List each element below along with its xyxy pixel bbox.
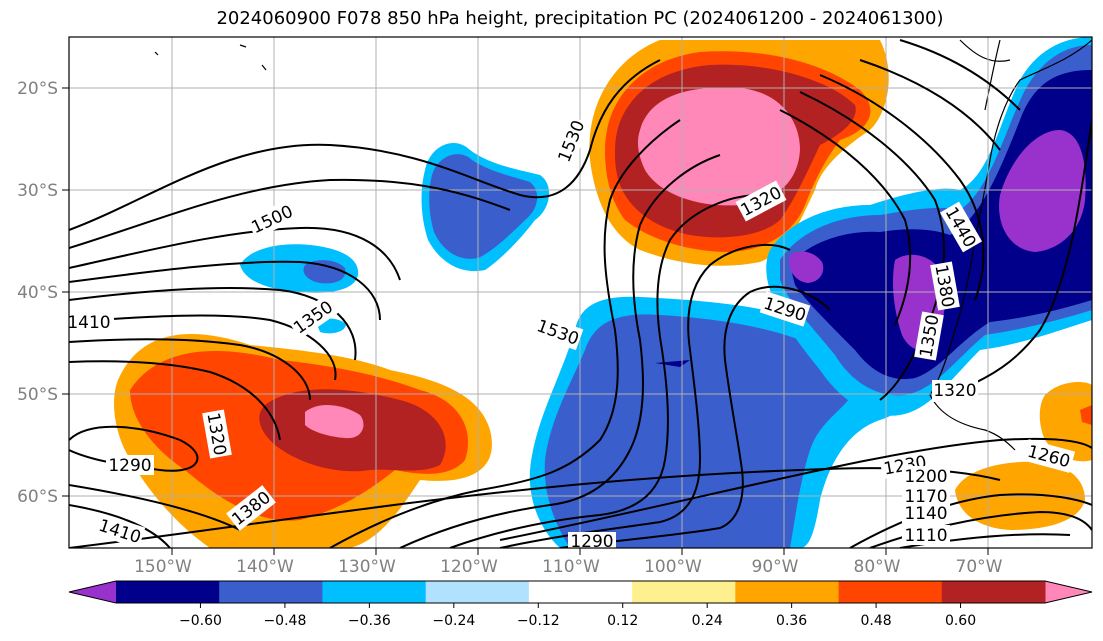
colorbar-tick-label: 0.60 [945,613,976,629]
precip-shading-central-negative [529,296,911,548]
colorbar-tick-label: 0.12 [607,613,638,629]
lon-axis: 150°W 140°W 130°W 120°W 110°W 100°W 90°W… [134,548,1003,577]
contour-label-1410-west: 1410 [67,313,110,333]
colorbar-extend-high [1045,581,1092,603]
lon-label: 90°W [752,557,799,577]
lon-label: 70°W [956,557,1003,577]
colorbar-extend-low [69,581,116,603]
contour-label-1290-west: 1290 [108,456,151,476]
contour-label-1140: 1140 [904,504,947,524]
contour-label-1290-south: 1290 [570,532,613,552]
precip-shading-southwest [114,334,492,548]
lon-label: 100°W [644,557,702,577]
colorbar-cell [838,581,943,603]
map-panel: 1530 1500 1410 1350 1530 1320 1320 1290 … [67,37,1092,552]
colorbar-cell [425,581,530,603]
colorbar-tick-label: 0.48 [861,613,892,629]
map-title: 2024060900 F078 850 hPa height, precipit… [216,8,944,29]
colorbar-cell [219,581,323,603]
lat-axis: 20°S 30°S 40°S 50°S 60°S [17,79,69,507]
lon-label: 80°W [854,557,901,577]
lon-label: 120°W [440,557,498,577]
contour-label-1200: 1200 [904,467,947,487]
lon-label: 140°W [236,557,294,577]
colorbar-cell [941,581,1046,603]
colorbar-tick-label: 0.24 [692,613,723,629]
colorbar-cell [632,581,736,603]
lon-label: 130°W [338,557,396,577]
lon-label: 110°W [542,557,600,577]
colorbar-cell [116,581,220,603]
lat-label: 20°S [17,79,58,99]
lat-label: 50°S [17,385,58,405]
colorbar-tick-label: −0.24 [432,613,475,629]
colorbar: −0.60 −0.48 −0.36 −0.24 −0.12 0.12 0.24 0.36 0.4… [68,580,1093,629]
lat-label: 60°S [17,487,58,507]
contour-label-1170: 1170 [904,487,947,507]
colorbar-cell [322,581,427,603]
colorbar-tick-label: 0.36 [776,613,807,629]
precip-shading-east-negative [766,37,1092,416]
colorbar-outline [68,580,1093,604]
colorbar-tick-label: −0.36 [348,613,391,629]
colorbar-tick-label: −0.12 [517,613,560,629]
colorbar-cell [528,581,633,603]
contour-label-1110: 1110 [904,526,947,546]
colorbar-tick-label: −0.48 [263,613,306,629]
gridlines [69,37,1092,548]
lat-label: 40°S [17,283,58,303]
coastlines [154,39,1092,451]
precip-shading-north [589,40,889,266]
lon-label: 150°W [134,557,192,577]
contour-label-1320-east: 1320 [933,381,976,401]
lat-label: 30°S [17,181,58,201]
colorbar-tick-label: −0.60 [179,613,222,629]
colorbar-cell [735,581,840,603]
